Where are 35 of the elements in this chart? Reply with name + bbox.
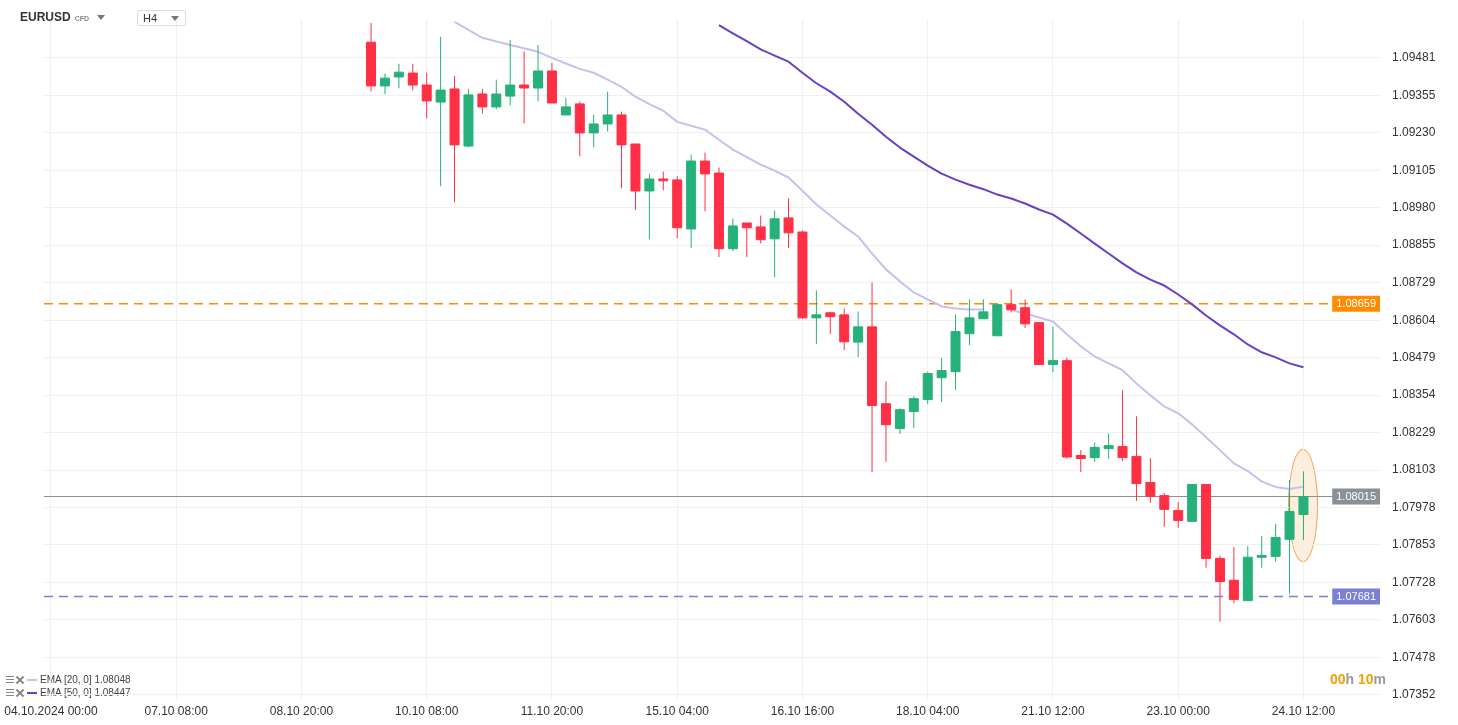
x-tick-label: 16.10 16:00: [770, 703, 835, 718]
y-tick-label: 1.08855: [1392, 237, 1436, 252]
y-tick-label: 1.09355: [1392, 87, 1436, 102]
y-tick-label: 1.07728: [1392, 574, 1436, 589]
y-tick-label: 1.09481: [1392, 50, 1436, 65]
y-tick-label: 1.09105: [1392, 162, 1436, 177]
x-tick-label: 04.10.2024 00:00: [4, 703, 98, 718]
x-tick-label: 08.10 20:00: [269, 703, 334, 718]
x-tick-label: 21.10 12:00: [1021, 703, 1085, 718]
ref-line-label: 1.08659: [1336, 297, 1376, 310]
y-tick-label: 1.08604: [1392, 312, 1436, 327]
y-tick-label: 1.08354: [1392, 387, 1436, 402]
x-tick-label: 11.10 20:00: [520, 703, 584, 718]
x-tick-label: 18.10 04:00: [896, 703, 960, 718]
y-tick-label: 1.08729: [1392, 275, 1436, 290]
y-tick-label: 1.07603: [1392, 612, 1436, 627]
x-tick-label: 15.10 04:00: [645, 703, 710, 718]
chart-title: EURUSD: [20, 10, 71, 24]
y-tick-label: 1.07978: [1392, 499, 1436, 514]
ref-line-label: 1.08015: [1336, 490, 1376, 503]
y-tick-label: 1.08229: [1392, 424, 1436, 439]
y-tick-label: 1.07352: [1392, 687, 1436, 702]
x-tick-label: 23.10 00:00: [1146, 703, 1211, 718]
y-tick-label: 1.07853: [1392, 537, 1436, 552]
y-tick-label: 1.09230: [1392, 125, 1436, 140]
y-tick-label: 1.07478: [1392, 649, 1436, 664]
annotation: H4: [143, 12, 158, 24]
x-tick-label: 07.10 08:00: [144, 703, 209, 718]
y-tick-label: 1.08479: [1392, 349, 1436, 364]
y-tick-label: 1.08103: [1392, 462, 1436, 477]
x-tick-label: 24.10 12:00: [1271, 703, 1336, 718]
ref-line-label: 1.07681: [1336, 589, 1376, 602]
x-tick-label: 10.10 08:00: [395, 703, 459, 718]
y-tick-label: 1.08980: [1392, 200, 1436, 215]
annotation: 00h 10m: [1330, 671, 1387, 687]
